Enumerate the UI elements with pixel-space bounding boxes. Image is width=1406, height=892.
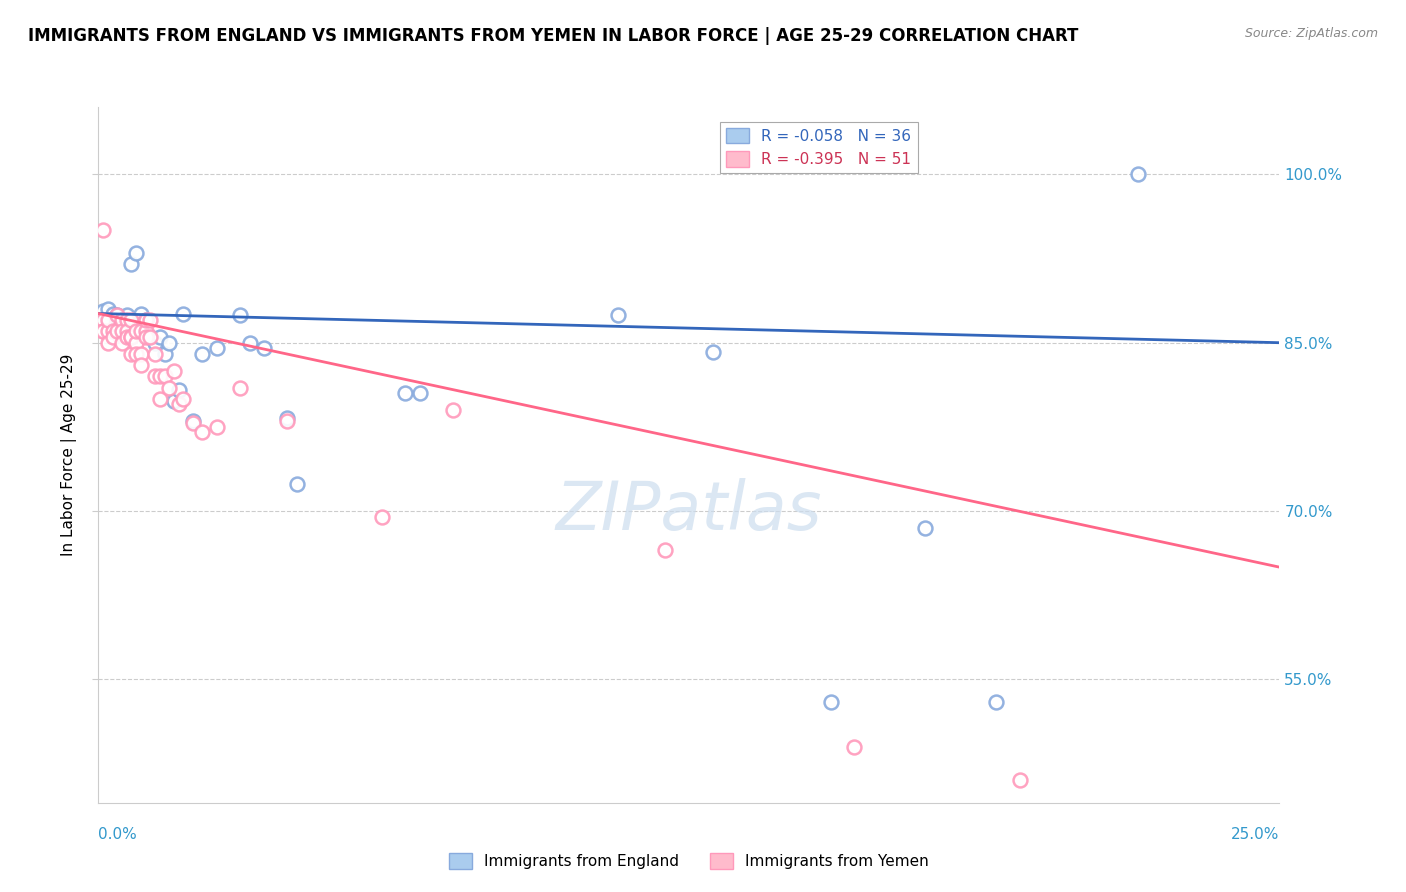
Point (91, 223, 114, 237)
Point (153, 369, 176, 384)
Point (135, 325, 157, 339)
Point (205, 341, 228, 355)
Point (129, 306, 152, 320)
Point (820, 695, 842, 709)
Point (111, 313, 134, 327)
Text: 25.0%: 25.0% (1232, 827, 1279, 841)
Point (125, 246, 148, 260)
Text: 0.0%: 0.0% (98, 827, 138, 841)
Point (135, 330, 157, 344)
Point (149, 392, 172, 406)
Point (115, 325, 138, 339)
Point (149, 369, 172, 384)
Point (394, 386, 416, 401)
Point (121, 330, 143, 344)
Point (984, 695, 1007, 709)
Point (105, 308, 128, 322)
Point (253, 341, 276, 355)
Point (163, 394, 186, 409)
Point (139, 313, 162, 327)
Point (91, 325, 114, 339)
Point (167, 397, 190, 411)
Point (276, 414, 298, 428)
Point (121, 330, 143, 344)
Point (125, 335, 148, 350)
Point (172, 392, 194, 406)
Point (181, 414, 204, 428)
Point (654, 543, 676, 558)
Point (91, 304, 114, 318)
Point (167, 383, 190, 397)
Point (115, 308, 138, 322)
Point (191, 425, 214, 440)
Point (121, 257, 143, 271)
Point (105, 318, 128, 333)
Point (191, 347, 214, 361)
Point (441, 403, 464, 417)
Point (105, 325, 128, 339)
Point (91, 313, 114, 327)
Point (135, 313, 157, 327)
Point (143, 369, 166, 384)
Point (149, 330, 172, 344)
Point (143, 347, 166, 361)
Point (157, 381, 180, 395)
Point (97, 313, 120, 327)
Point (129, 347, 152, 361)
Point (153, 347, 176, 361)
Point (844, 739, 866, 754)
Point (129, 325, 152, 339)
Point (121, 347, 143, 361)
Text: IMMIGRANTS FROM ENGLAND VS IMMIGRANTS FROM YEMEN IN LABOR FORCE | AGE 25-29 CORR: IMMIGRANTS FROM ENGLAND VS IMMIGRANTS FR… (28, 27, 1078, 45)
Point (163, 364, 186, 378)
Legend: Immigrants from England, Immigrants from Yemen: Immigrants from England, Immigrants from… (443, 847, 935, 875)
Point (121, 313, 143, 327)
Point (914, 521, 936, 535)
Point (157, 335, 180, 350)
Point (111, 335, 134, 350)
Point (125, 325, 148, 339)
Point (1008, 773, 1031, 788)
Y-axis label: In Labor Force | Age 25-29: In Labor Force | Age 25-29 (60, 354, 77, 556)
Point (97, 313, 120, 327)
Legend: R = -0.058   N = 36, R = -0.395   N = 51: R = -0.058 N = 36, R = -0.395 N = 51 (720, 121, 918, 173)
Point (115, 330, 138, 344)
Point (139, 330, 162, 344)
Text: Source: ZipAtlas.com: Source: ZipAtlas.com (1244, 27, 1378, 40)
Point (101, 330, 124, 344)
Point (111, 325, 134, 339)
Point (702, 344, 724, 359)
Point (172, 306, 194, 320)
Point (371, 509, 394, 524)
Point (276, 410, 298, 425)
Point (97, 301, 120, 316)
Point (101, 325, 124, 339)
Point (97, 335, 120, 350)
Point (115, 313, 138, 327)
Point (139, 330, 162, 344)
Point (239, 335, 262, 350)
Point (1126, 167, 1149, 181)
Point (129, 358, 152, 372)
Point (143, 335, 166, 350)
Point (205, 420, 228, 434)
Point (229, 308, 252, 322)
Point (408, 386, 430, 401)
Point (125, 347, 148, 361)
Point (229, 381, 252, 395)
Point (91, 325, 114, 339)
Point (105, 308, 128, 322)
Text: ZIPatlas: ZIPatlas (555, 477, 823, 543)
Point (101, 306, 124, 320)
Point (97, 325, 120, 339)
Point (607, 308, 630, 322)
Point (111, 316, 134, 330)
Point (181, 417, 204, 431)
Point (285, 477, 308, 491)
Point (135, 313, 157, 327)
